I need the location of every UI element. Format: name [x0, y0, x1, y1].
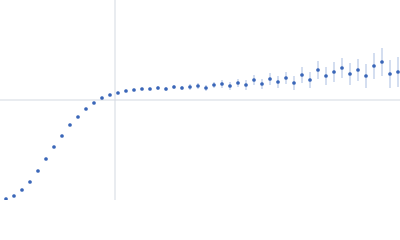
data-point	[172, 85, 176, 89]
data-point	[300, 73, 304, 77]
data-point	[364, 74, 368, 78]
data-point	[284, 76, 288, 80]
data-point	[12, 194, 16, 198]
data-point	[164, 87, 168, 91]
data-point	[196, 84, 200, 88]
data-point	[148, 87, 152, 91]
data-point	[28, 180, 32, 184]
data-point	[308, 78, 312, 82]
data-point	[268, 77, 272, 81]
data-point	[140, 87, 144, 91]
data-point	[220, 82, 224, 86]
data-point	[204, 86, 208, 90]
data-point	[260, 82, 264, 86]
data-point	[4, 197, 8, 200]
data-point	[348, 72, 352, 76]
data-point	[252, 78, 256, 82]
data-point	[228, 84, 232, 88]
data-point	[116, 91, 120, 95]
data-point	[212, 83, 216, 87]
data-point	[36, 169, 40, 173]
data-point	[76, 115, 80, 119]
data-point	[132, 88, 136, 92]
data-point	[124, 89, 128, 93]
data-point	[388, 72, 392, 76]
chart	[0, 0, 400, 200]
data-point	[92, 101, 96, 105]
data-point	[180, 86, 184, 90]
data-point	[84, 107, 88, 111]
data-point	[188, 85, 192, 89]
data-point	[236, 81, 240, 85]
data-point	[324, 74, 328, 78]
data-point	[372, 64, 376, 68]
data-point	[292, 81, 296, 85]
data-point	[340, 66, 344, 70]
data-point	[244, 83, 248, 87]
data-point	[108, 93, 112, 97]
data-point	[44, 157, 48, 161]
data-point	[396, 70, 400, 74]
data-point	[20, 188, 24, 192]
data-point	[52, 145, 56, 149]
data-point	[156, 86, 160, 90]
page: (() => { const data = JSON.parse(documen…	[0, 0, 400, 200]
data-point	[60, 134, 64, 138]
data-point	[276, 80, 280, 84]
data-point	[332, 70, 336, 74]
data-point	[316, 68, 320, 72]
data-point	[100, 96, 104, 100]
data-point	[380, 60, 384, 64]
data-point	[356, 68, 360, 72]
data-point	[68, 123, 72, 127]
